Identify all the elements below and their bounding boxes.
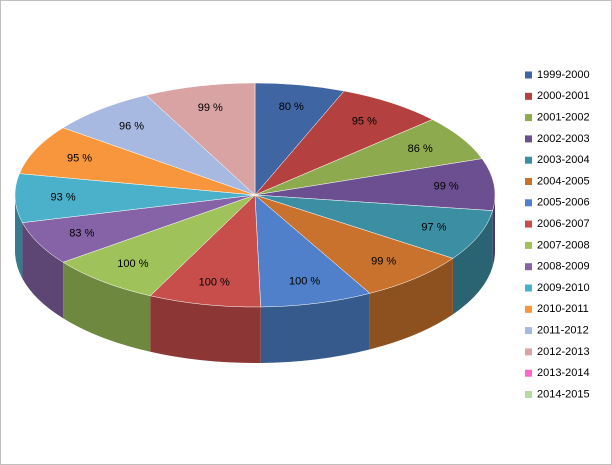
legend-swatch — [525, 263, 532, 271]
slice — [145, 82, 256, 196]
data-label: 99 % — [198, 102, 223, 114]
legend-label: 2013-2014 — [537, 367, 590, 379]
legend-swatch — [525, 114, 532, 122]
legend-swatch — [525, 327, 532, 335]
legend-swatch — [525, 92, 532, 100]
legend-swatch — [525, 220, 532, 228]
data-label: 99 % — [434, 180, 459, 192]
legend-swatch — [525, 71, 532, 79]
legend-label: 2004-2005 — [537, 175, 590, 187]
legend-label: 2001-2002 — [537, 112, 590, 124]
slice — [14, 173, 256, 223]
data-label: 100 % — [199, 276, 230, 288]
legend-label: 2007-2008 — [537, 239, 590, 251]
data-label: 80 % — [279, 101, 304, 113]
legend-label: 1999-2000 — [537, 69, 590, 81]
data-label: 99 % — [371, 255, 396, 267]
slice-side — [15, 195, 23, 279]
legend-label: 2003-2004 — [537, 154, 590, 166]
slice — [62, 94, 256, 196]
data-label: 97 % — [421, 221, 446, 233]
legend-swatch — [525, 241, 532, 249]
legend-label: 2002-2003 — [537, 133, 590, 145]
data-label: 93 % — [51, 191, 76, 203]
legend-label: 2000-2001 — [537, 90, 590, 102]
legend-label: 2010-2011 — [537, 303, 589, 315]
legend-swatch — [525, 199, 532, 207]
slice — [254, 158, 496, 211]
slice-side — [452, 210, 493, 315]
data-label: 86 % — [408, 143, 433, 155]
legend-label: 2008-2009 — [537, 261, 590, 273]
legend-swatch — [525, 178, 532, 185]
slice-side — [260, 293, 370, 363]
legend-label: 2012-2013 — [537, 346, 590, 358]
legend-swatch — [525, 135, 532, 143]
legend-label: 2014-2015 — [537, 388, 590, 400]
legend-label: 2009-2010 — [537, 282, 590, 294]
slice-side — [369, 258, 453, 350]
data-label: 100 % — [289, 275, 320, 287]
slice-side — [63, 262, 151, 352]
legend-swatch — [525, 305, 532, 313]
slice — [254, 194, 454, 294]
data-label: 83 % — [69, 228, 94, 240]
slice-side — [22, 222, 64, 319]
legend-label: 2011-2012 — [537, 325, 589, 337]
slice — [149, 194, 261, 308]
data-label: 95 % — [67, 153, 92, 165]
slice-side — [150, 295, 261, 363]
legend-swatch — [525, 348, 532, 356]
legend-swatch — [525, 284, 532, 292]
slice — [254, 194, 493, 259]
legend-label: 2006-2007 — [537, 218, 590, 230]
legend-swatch — [525, 391, 532, 398]
slice — [62, 194, 256, 297]
data-label: 95 % — [352, 115, 377, 127]
slice — [19, 127, 256, 196]
legend-label: 2005-2006 — [537, 197, 590, 209]
slice — [254, 90, 433, 196]
legend-swatch — [525, 156, 532, 164]
data-label: 100 % — [117, 258, 148, 270]
slice-side — [492, 195, 495, 267]
data-label: 96 % — [119, 120, 144, 132]
slice — [254, 194, 371, 308]
legend-swatch — [525, 369, 532, 377]
